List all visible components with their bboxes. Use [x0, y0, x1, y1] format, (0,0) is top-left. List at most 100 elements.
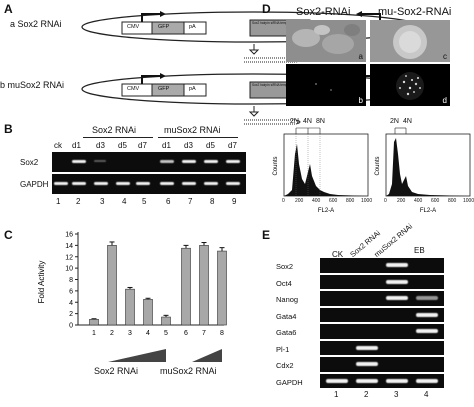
gel-band: [416, 296, 438, 300]
chart-group2-label: muSox2 RNAi: [160, 366, 217, 376]
micrograph-b-label: b: [358, 96, 363, 105]
gel-e-lane-numbers: 1 2 3 4: [320, 390, 444, 400]
gel-e: Sox2 Oct4 Nanog Gata4 Gata6 Pl-1 Cdx2 GAPDH: [276, 258, 444, 390]
gel-b-lane-numbers: 1 2 3 4 5 6 7 8 9: [56, 197, 246, 207]
gel-b-group2: muSox2 RNAi: [164, 125, 221, 135]
tick-label: 0: [384, 198, 387, 204]
gel-band: [386, 263, 408, 267]
gel-e-row: [320, 357, 444, 372]
lane-label: d7: [228, 141, 237, 150]
x-tick-label: 3: [128, 330, 132, 337]
bar: [199, 245, 209, 326]
gel-e-row: [320, 274, 444, 289]
construct-b-cmv: CMV: [127, 86, 140, 92]
construct-a-cmv: CMV: [127, 24, 140, 30]
construct-a-gfp: GFP: [158, 24, 170, 30]
construct-b-gfp: GFP: [158, 86, 170, 92]
lane-number: 4: [424, 390, 429, 399]
tick-label: 200: [295, 198, 304, 204]
x-tick-label: 7: [202, 330, 206, 337]
hairpin-b-icon: [240, 106, 310, 128]
tick-label: 0: [282, 198, 285, 204]
gel-e-gene-label: Gata6: [276, 328, 297, 337]
bar: [143, 299, 153, 326]
panel-d-title-left: Sox2-RNAi: [296, 6, 351, 18]
construct-a-pa: pA: [189, 24, 196, 30]
flow-left-peak-2n: 2N: [290, 118, 299, 125]
construct-a-label: a Sox2 RNAi: [10, 19, 62, 29]
y-tick-label: 4: [69, 300, 73, 307]
panel-e-letter: E: [262, 228, 271, 242]
gel-e-col-musox2: muSox2 RNAi: [372, 221, 415, 259]
construct-b-cassette: Sox2 hairpin siRNA template: [252, 83, 293, 87]
tick-label: 800: [346, 198, 355, 204]
flow-right-xticks: 0 200 400 600 800 1000: [384, 198, 474, 206]
gel-e-row: [320, 340, 444, 355]
lane-number: 7: [188, 197, 193, 206]
y-tick-label: 10: [65, 266, 73, 273]
construct-a-cassette: Sox2 hairpin siRNA template: [252, 21, 293, 25]
gel-e-col-eb: EB: [414, 246, 425, 255]
lane-number: 3: [394, 390, 399, 399]
micrograph-d: d: [370, 64, 450, 106]
gel-band: [416, 378, 438, 383]
tick-label: 600: [329, 198, 338, 204]
gel-band: [326, 378, 348, 383]
dose-wedge-musox2: [192, 349, 222, 362]
lane-label: d1: [162, 141, 171, 150]
lane-number: 2: [76, 197, 81, 206]
lane-label: d5: [118, 141, 127, 150]
lane-number: 3: [100, 197, 105, 206]
tick-label: 200: [397, 198, 406, 204]
x-tick-label: 6: [184, 330, 188, 337]
lane-label: d3: [184, 141, 193, 150]
lane-number: 8: [210, 197, 215, 206]
chart-group1-label: Sox2 RNAi: [94, 366, 139, 376]
panel-a-letter: A: [4, 2, 13, 16]
construct-b-label: b muSox2 RNAi: [0, 80, 65, 90]
gel-band: [416, 329, 438, 333]
y-tick-label: 6: [69, 288, 73, 295]
flow-left-xticks: 0 200 400 600 800 1000: [282, 198, 372, 206]
flow-left-peak-8n: 8N: [316, 118, 325, 125]
flow-right-ylabel: Counts: [375, 156, 381, 175]
gel-band: [416, 312, 438, 317]
gel-e-col-ck: CK: [332, 250, 344, 259]
y-tick-label: 16: [65, 232, 73, 239]
gel-e-gene-label: Sox2: [276, 262, 294, 271]
dose-wedge-sox2: [108, 349, 166, 362]
micrograph-a-label: a: [358, 52, 363, 61]
tick-label: 600: [431, 198, 440, 204]
gel-e-row: [320, 373, 444, 388]
lane-number: 6: [166, 197, 171, 206]
flow-left-xlabel: FL2-A: [318, 208, 334, 214]
construct-b-pa: pA: [189, 86, 196, 92]
gel-e-row: [320, 307, 444, 322]
gel-e-row: [320, 291, 444, 306]
gel-e-gene-label: Cdx2: [276, 361, 294, 370]
gel-band: [356, 362, 378, 366]
tick-label: 400: [414, 198, 423, 204]
micrograph-a: a: [286, 20, 366, 62]
lane-label: d1: [72, 141, 81, 150]
gel-b-group2-bar: [158, 137, 238, 138]
lane-label: d7: [138, 141, 147, 150]
flow-histogram-left: Counts FL2-A: [268, 124, 372, 214]
y-tick-label: 8: [69, 277, 73, 284]
x-tick-label: 1: [92, 330, 96, 337]
gel-band: [356, 345, 378, 350]
micrograph-d-label: d: [442, 96, 447, 105]
bar: [161, 316, 171, 326]
gel-e-gene-label: Gata4: [276, 311, 297, 321]
flow-left-peak-4n: 4N: [303, 118, 312, 125]
gel-band: [356, 378, 378, 383]
gel-b-group1-bar: [83, 137, 153, 138]
micrograph-b: b: [286, 64, 366, 106]
y-tick-label: 0: [69, 323, 73, 330]
bar: [89, 319, 99, 326]
x-tick-label: 8: [220, 330, 224, 337]
gel-e-gene-label: Oct4: [276, 278, 292, 288]
gel-e-row: [320, 324, 444, 339]
flow-right-xlabel: FL2-A: [420, 208, 436, 214]
